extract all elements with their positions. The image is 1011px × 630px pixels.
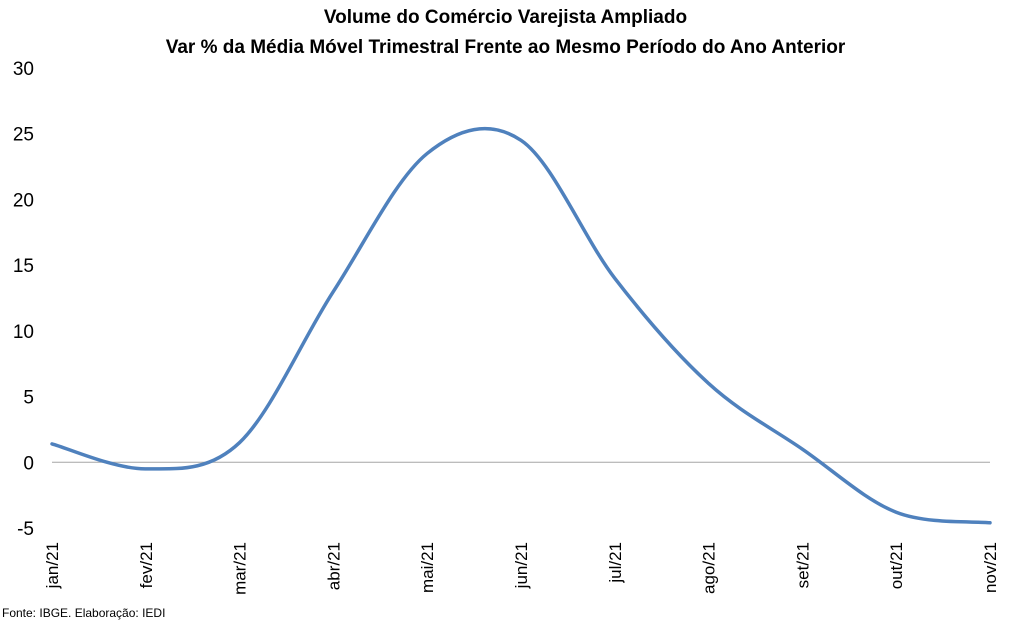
y-tick-label: 5 (23, 388, 34, 409)
series-line (50, 126, 992, 525)
x-tick-label: jan/21 (43, 542, 62, 589)
x-tick-label: set/21 (793, 542, 812, 588)
x-tick-label: fev/21 (137, 542, 156, 588)
x-tick-label: jun/21 (512, 542, 531, 589)
x-tick-label: jul/21 (606, 542, 625, 584)
source-note: Fonte: IBGE. Elaboração: IEDI (2, 606, 166, 620)
x-tick-label: mar/21 (231, 542, 250, 595)
y-tick-label: 20 (13, 190, 34, 211)
y-tick-label: 30 (13, 59, 34, 80)
x-tick-label: out/21 (887, 542, 906, 589)
y-tick-label: 10 (13, 322, 34, 343)
y-tick-label: 25 (13, 125, 34, 146)
chart-title: Volume do Comércio Varejista Ampliado (323, 7, 688, 28)
x-tick-label: nov/21 (981, 542, 1000, 593)
y-tick-label: 0 (23, 453, 34, 474)
x-tick-label: ago/21 (700, 542, 719, 594)
y-tick-label: 15 (13, 256, 34, 277)
y-tick-label: -5 (17, 519, 34, 540)
x-tick-label: mai/21 (418, 542, 437, 593)
chart-subtitle: Var % da Média Móvel Trimestral Frente a… (165, 37, 846, 58)
x-tick-label: abr/21 (324, 542, 343, 590)
